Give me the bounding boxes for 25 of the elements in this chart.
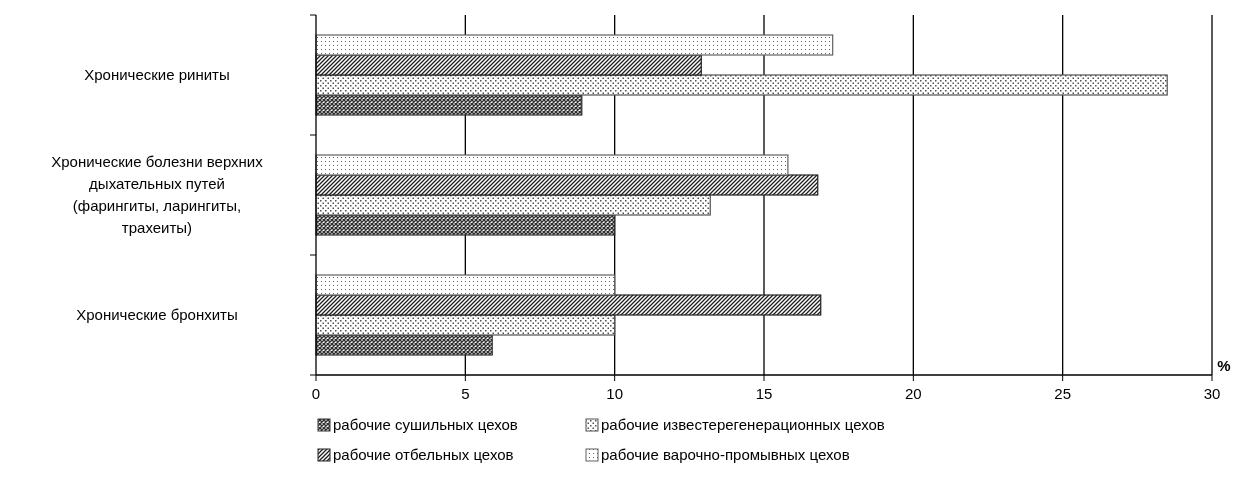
x-tick-label: 10 <box>606 385 624 402</box>
y-tick-label: Хронические риниты <box>84 66 230 83</box>
x-tick-label: 25 <box>1054 385 1072 402</box>
legend-label: рабочие варочно-промывных цехов <box>601 446 850 463</box>
legend-label: рабочие отбельных цехов <box>333 446 514 463</box>
legend-label: рабочие известерегенерационных цехов <box>601 416 885 433</box>
bar <box>315 194 711 216</box>
x-tick-label: 30 <box>1203 385 1221 402</box>
bar <box>315 334 493 356</box>
bar <box>315 74 1168 96</box>
bar <box>315 214 616 236</box>
bar <box>315 34 834 56</box>
legend-label: рабочие сушильных цехов <box>333 416 518 433</box>
y-tick-label: Хронические бронхиты <box>76 306 238 323</box>
bar <box>315 154 789 176</box>
x-axis-title: % <box>1217 357 1231 374</box>
x-tick-label: 5 <box>461 385 470 402</box>
bar <box>315 54 702 76</box>
y-tick-label: Хронические болезни верхних дыхательных путей (фарингиты, ларингиты, трахеиты) <box>51 153 264 236</box>
bar <box>315 174 819 196</box>
bar <box>315 294 822 316</box>
x-tick-label: 15 <box>755 385 773 402</box>
x-tick-label: 0 <box>311 385 321 402</box>
x-tick-label: 20 <box>904 385 922 402</box>
bar <box>315 94 583 116</box>
